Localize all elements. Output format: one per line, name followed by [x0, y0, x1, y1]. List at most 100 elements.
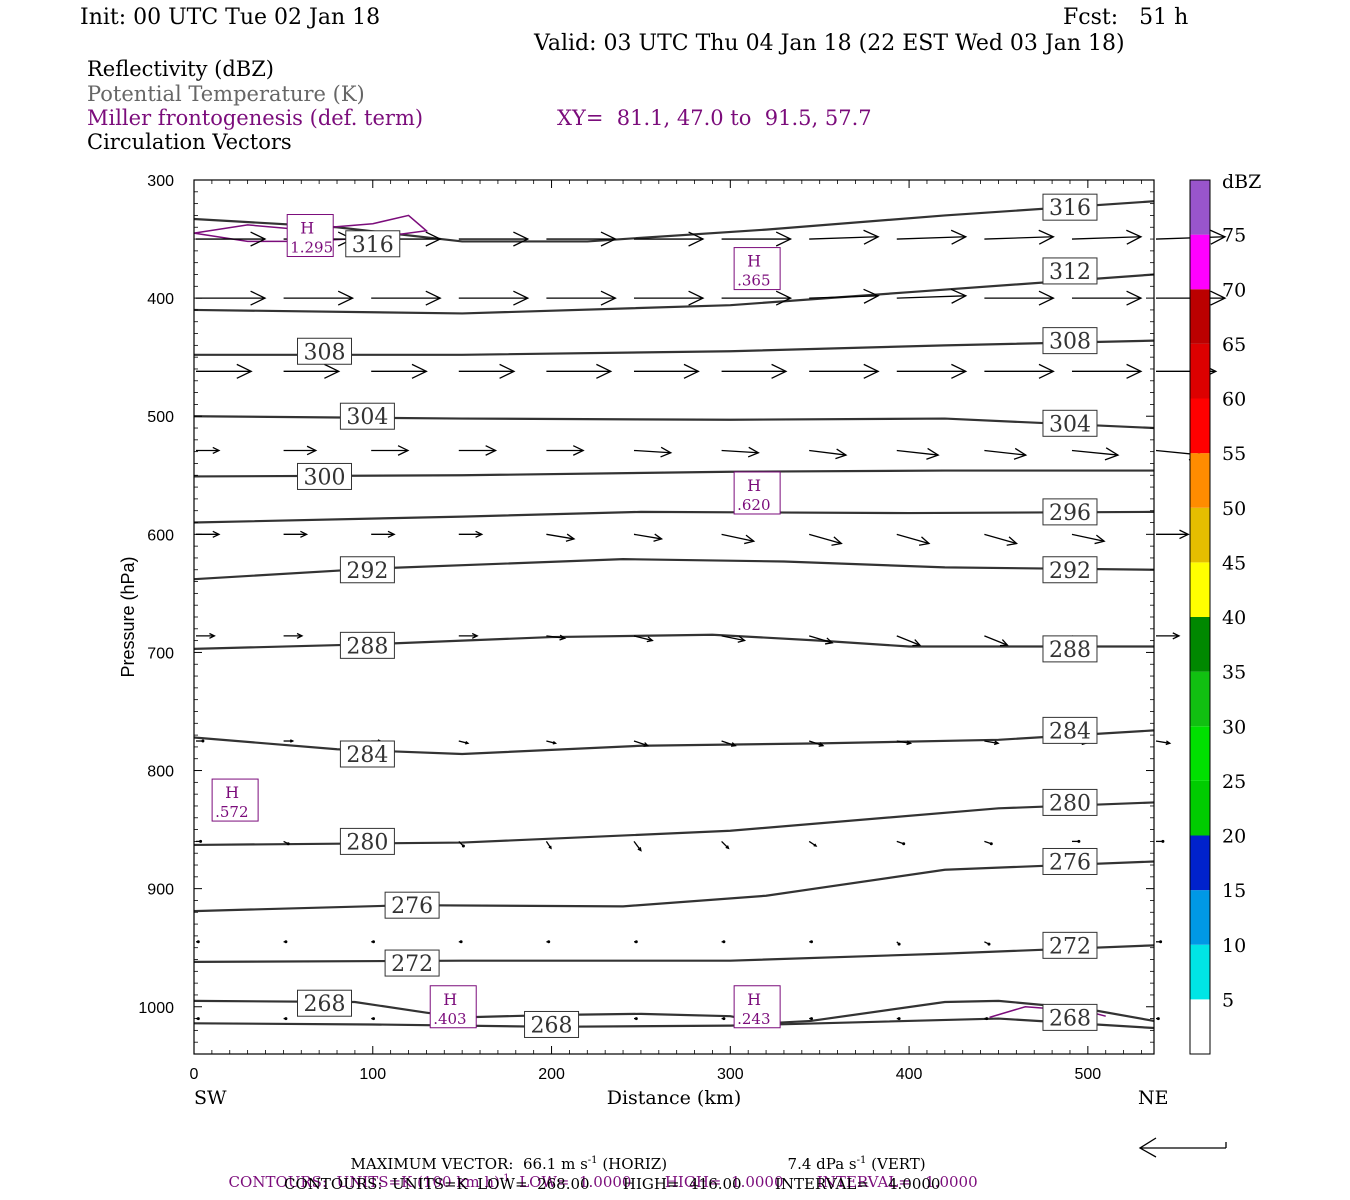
circulation-vector [1155, 740, 1170, 744]
colorbar-swatch [1190, 180, 1210, 235]
circulation-vector [984, 236, 1054, 240]
isentrope-label: 276 [391, 894, 433, 919]
circulation-vector-head [902, 842, 906, 846]
colorbar-level-label: 65 [1222, 334, 1246, 356]
circulation-vector-head [552, 740, 558, 745]
isentrope-312 [193, 273, 1155, 315]
circulation-vector-head [747, 446, 760, 458]
circulation-vector [721, 635, 745, 642]
isentrope-268 [193, 999, 1155, 1025]
colorbar-swatch [1190, 398, 1210, 454]
isentrope-label-box [297, 337, 353, 365]
circulation-vector [984, 533, 1017, 545]
forecast-hour: Fcst: 51 h [1063, 5, 1189, 30]
y-tick-label: 900 [147, 882, 174, 899]
circulation-vector-head [212, 446, 221, 455]
colorbar-swatch [1190, 507, 1210, 563]
y-tick-label: 300 [147, 173, 174, 190]
field-label-theta: Potential Temperature (K) [87, 82, 365, 106]
isentrope-292 [193, 558, 1155, 581]
circulation-vector-head [199, 839, 203, 843]
frontogenesis-contour [193, 214, 429, 243]
colorbar-level-label: 20 [1222, 826, 1246, 848]
circulation-vector [721, 840, 729, 849]
circulation-vector-head [513, 231, 530, 247]
isentrope-308 [194, 339, 1155, 356]
circulation-vector-head [324, 363, 341, 379]
vector-layer [196, 229, 1227, 1021]
y-tick-label: 600 [147, 527, 174, 544]
circulation-vector-head [985, 1017, 989, 1021]
circulation-vector-head [387, 530, 396, 538]
circulation-vector-head [634, 940, 638, 944]
y-tick-label: 700 [147, 645, 174, 662]
circulation-vector [809, 236, 879, 240]
isentrope-label: 304 [346, 405, 388, 430]
circulation-vector-head [201, 739, 205, 743]
circulation-vector-head [371, 940, 375, 944]
isentrope-label: 284 [346, 743, 388, 768]
circulation-vector-head [993, 740, 1000, 746]
circulation-vector-head [461, 844, 465, 848]
circulation-vector [809, 533, 842, 545]
circulation-vector-head [637, 847, 642, 852]
y-tick-label: 500 [147, 409, 174, 426]
circulation-vector-head [459, 940, 463, 944]
circulation-vector-head [1172, 632, 1181, 640]
colorbar-level-label: 10 [1222, 935, 1246, 957]
isentrope-label: 300 [304, 465, 346, 490]
circulation-vector-head [688, 231, 705, 247]
circulation-vector-head [1038, 290, 1055, 306]
circulation-vector-head [688, 290, 705, 306]
frontogenesis-high-value: .243 [737, 1010, 770, 1028]
circulation-vector [546, 533, 575, 540]
circulation-vector-head [296, 632, 304, 639]
colorbar-swatch [1190, 453, 1210, 508]
circulation-vector-head [290, 739, 295, 743]
colorbar-swatch [1190, 343, 1210, 399]
circulation-vector-head [722, 1017, 726, 1021]
circulation-vector [458, 740, 469, 744]
isentrope-label: 296 [1049, 501, 1091, 526]
circulation-vector-head [989, 842, 993, 846]
circulation-vector-head [683, 363, 700, 379]
circulation-vector [808, 635, 833, 644]
circulation-vector-head [250, 231, 267, 247]
x-axis-label: Distance (km) [607, 1087, 742, 1109]
circulation-vector-head [646, 636, 654, 643]
isentrope-label-box [1042, 498, 1098, 526]
isentrope-268 [193, 1017, 1155, 1030]
x-tick-label: 300 [717, 1066, 744, 1083]
frontogenesis-high-box [733, 247, 781, 291]
frontogenesis-high-letter: H [225, 783, 239, 802]
isentrope-label-layer: 316 316 312 308 308 304 304 300 296 292 292 288 288 2… [297, 193, 1098, 1038]
circulation-vector-head [465, 740, 470, 745]
circulation-vector-head [863, 229, 880, 245]
max-vector-vert-exp: -1 [856, 1155, 867, 1166]
colorbar-level-label: 55 [1222, 443, 1246, 465]
circulation-vector [896, 635, 921, 646]
circulation-vector [721, 740, 736, 747]
colorbar-level-label: 75 [1222, 225, 1246, 247]
circulation-vector-head [634, 1017, 638, 1021]
isentrope-label-box [339, 402, 395, 430]
circulation-vector-head [824, 637, 834, 645]
isentrope-284 [193, 729, 1155, 756]
circulation-vector-head [653, 533, 664, 542]
circulation-vector-head [951, 363, 968, 379]
isentrope-label-box [1042, 716, 1098, 744]
colorbar-swatch [1190, 562, 1210, 617]
frontogenesis-high-value: .620 [737, 496, 770, 514]
circulation-vector [721, 449, 759, 454]
circulation-vector-head [863, 363, 880, 379]
colorbar-swatch [1190, 234, 1210, 290]
circulation-vector [896, 236, 966, 240]
valid-time: Valid: 03 UTC Thu 04 Jan 18 (22 EST Wed … [534, 31, 1125, 56]
circulation-vector-head [1126, 363, 1143, 379]
circulation-vector-head [1126, 229, 1143, 245]
max-vector-line: MAXIMUM VECTOR: 66.1 m s-1 (HORIZ) [341, 1141, 668, 1172]
max-vector-horiz-exp: -1 [587, 1155, 598, 1166]
colorbar-swatch [1190, 890, 1210, 945]
circulation-vector-head [1006, 536, 1019, 546]
circulation-vector-head [897, 1017, 901, 1021]
